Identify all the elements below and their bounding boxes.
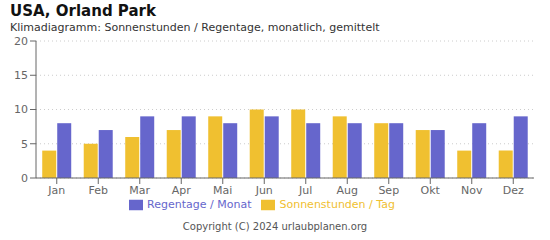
svg-text:Feb: Feb — [89, 184, 108, 197]
svg-text:10: 10 — [14, 103, 28, 116]
svg-text:0: 0 — [21, 172, 28, 185]
html-text:Copyright (C) 2024 urlaubplane: Copyright (C) 2024 urlaubplanen.org — [182, 221, 368, 232]
svg-text:Jul: Jul — [298, 184, 312, 197]
svg-text:Dez: Dez — [503, 184, 524, 197]
svg-text:Mar: Mar — [129, 184, 150, 197]
svg-text:15: 15 — [14, 69, 28, 82]
svg-text:Nov: Nov — [461, 184, 483, 197]
html-text:Sonnenstunden / Tag: Sonnenstunden / Tag — [279, 198, 395, 211]
svg-text:Sep: Sep — [378, 184, 399, 197]
svg-text:Apr: Apr — [172, 184, 192, 197]
svg-text:5: 5 — [21, 138, 28, 151]
svg-text:Mai: Mai — [213, 184, 232, 197]
html-text:Klimadiagramm: Sonnenstunden /: Klimadiagramm: Sonnenstunden / Regentage… — [10, 21, 380, 34]
svg-text:Jun: Jun — [255, 184, 273, 197]
svg-text:20: 20 — [14, 35, 28, 48]
svg-text:Aug: Aug — [337, 184, 358, 197]
html-text:Regentage / Monat: Regentage / Monat — [147, 198, 252, 211]
svg-text:Okt: Okt — [421, 184, 441, 197]
html-text:USA, Orland Park: USA, Orland Park — [10, 2, 156, 20]
svg-text:Jan: Jan — [47, 184, 65, 197]
